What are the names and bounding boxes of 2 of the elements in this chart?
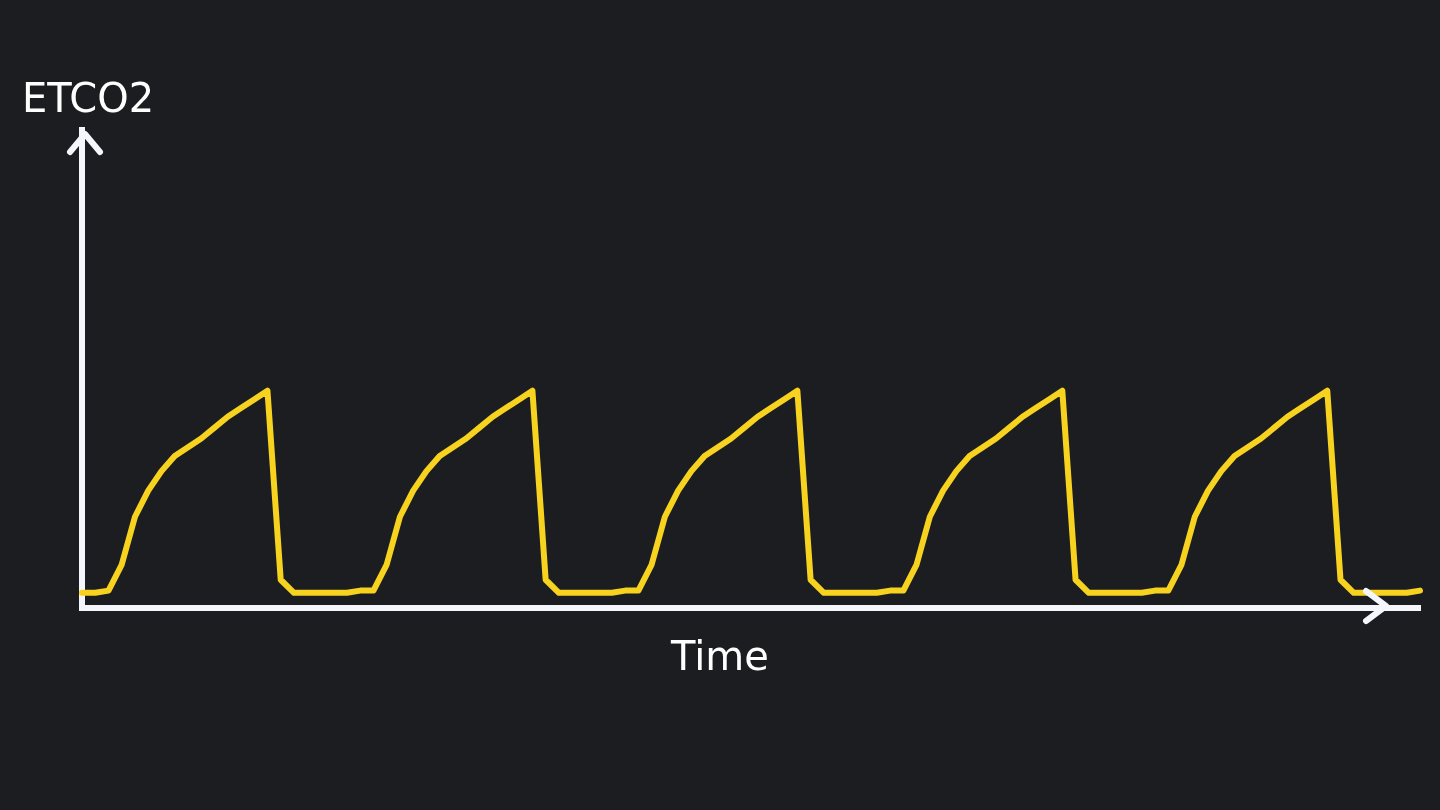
text: ETCO2: [21, 75, 155, 121]
x-axis-title: Time: [671, 633, 769, 679]
